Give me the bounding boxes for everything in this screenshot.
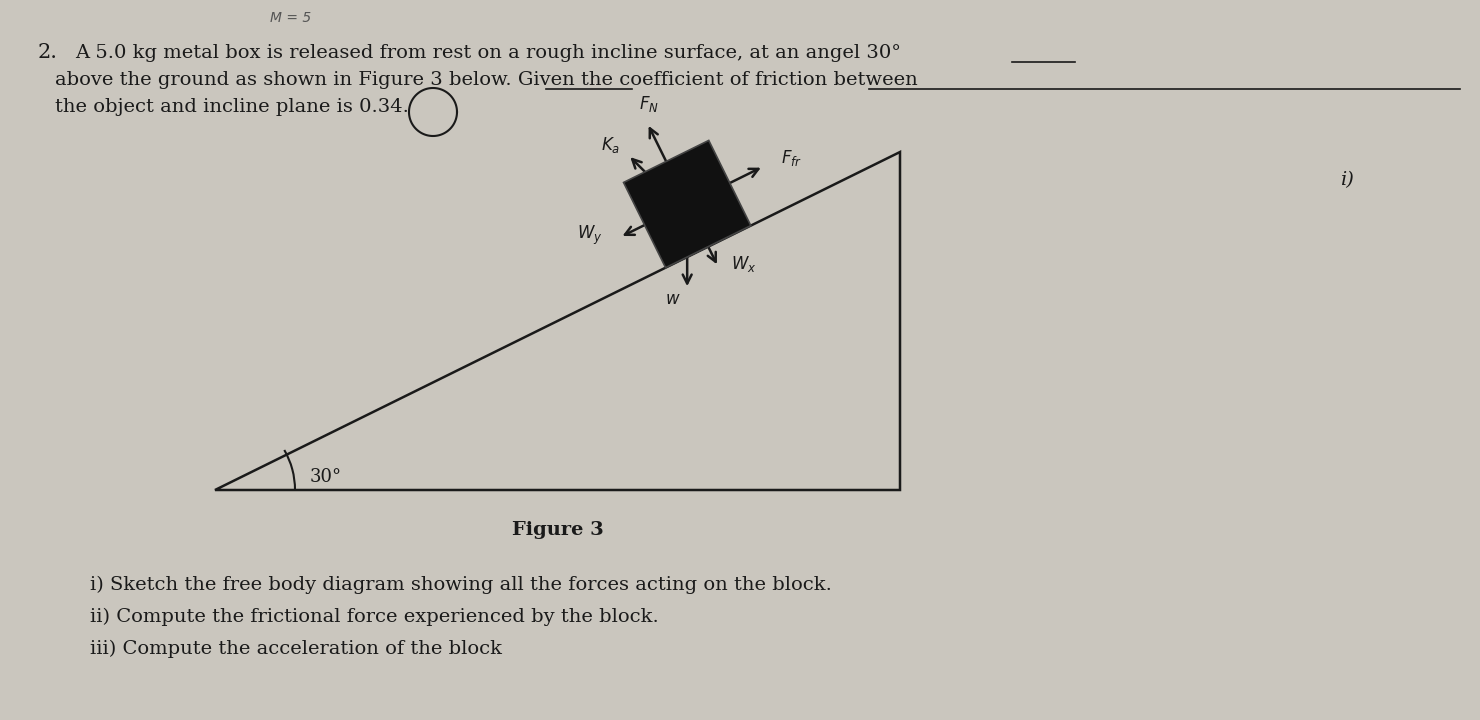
Text: $w$: $w$ xyxy=(666,290,681,308)
Text: $W_y$: $W_y$ xyxy=(577,224,602,247)
Text: $W_x$: $W_x$ xyxy=(731,254,756,274)
Text: i): i) xyxy=(1339,171,1354,189)
Text: i) Sketch the free body diagram showing all the forces acting on the block.: i) Sketch the free body diagram showing … xyxy=(90,576,832,594)
Text: $F_N$: $F_N$ xyxy=(639,94,659,114)
Text: the object and incline plane is 0.34.: the object and incline plane is 0.34. xyxy=(55,98,408,116)
Text: A 5.0 kg metal box is released from rest on a rough incline surface, at an angel: A 5.0 kg metal box is released from rest… xyxy=(75,44,901,62)
Text: 2.: 2. xyxy=(38,43,58,62)
Text: iii) Compute the acceleration of the block: iii) Compute the acceleration of the blo… xyxy=(90,640,502,658)
Text: $K_a$: $K_a$ xyxy=(601,135,620,155)
Text: ii) Compute the frictional force experienced by the block.: ii) Compute the frictional force experie… xyxy=(90,608,659,626)
Text: 30°: 30° xyxy=(309,468,342,486)
Text: above the ground as shown in Figure 3 below. Given the coefficient of friction b: above the ground as shown in Figure 3 be… xyxy=(55,71,918,89)
Text: M = 5: M = 5 xyxy=(269,11,311,25)
Polygon shape xyxy=(623,140,750,268)
Text: $F_{fr}$: $F_{fr}$ xyxy=(781,148,802,168)
Text: Figure 3: Figure 3 xyxy=(512,521,604,539)
